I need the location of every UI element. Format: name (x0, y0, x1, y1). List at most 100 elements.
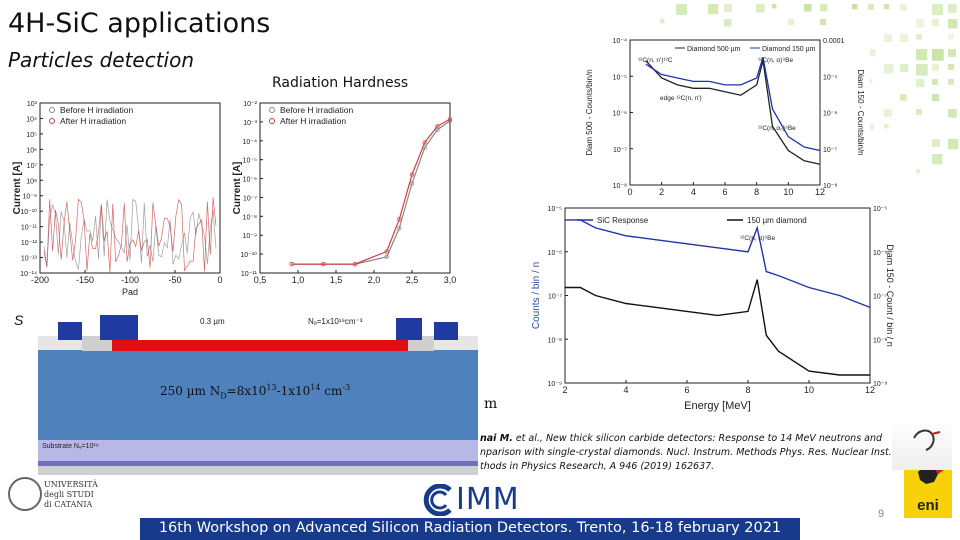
y-tick-label: 10⁻¹⁰ (20, 208, 37, 216)
data-point (447, 116, 453, 122)
legend-label: Before H irradiation (60, 105, 134, 115)
data-point (435, 124, 440, 129)
annotation: ¹²C(n, α)⁹Be (758, 57, 793, 64)
iv-chart-left: -200 -150 -100 -50 0 10³ 10⁴ 10⁵ 10⁶ 10⁷ 10⁸ 10⁻⁹ 10… (12, 101, 223, 297)
data-point (352, 261, 358, 267)
x-tick-label: 6 (684, 385, 689, 395)
device-cross-section: 0.3 µm Nₐ=1x10¹⁹cm⁻³ 250 µm ND=8x1013-1x… (38, 315, 478, 475)
x-axis-label: Pad (122, 287, 138, 297)
x-tick-label: 3,0 (444, 275, 457, 285)
x-tick-label: 12 (815, 187, 825, 197)
x-tick-label: -100 (121, 275, 139, 285)
legend-marker (49, 107, 55, 113)
y-tick-label: 10⁻¹¹ (21, 225, 38, 232)
series-line (43, 197, 217, 273)
x-tick-label: -50 (168, 275, 181, 285)
m-fragment: m (484, 396, 498, 412)
epi-layer-label: 250 µm ND=8x1013-1x1014 cm-3 (160, 383, 351, 401)
footer-bar (140, 518, 800, 540)
data-point (384, 249, 389, 254)
s-fragment: S (14, 312, 24, 328)
data-point (397, 226, 402, 231)
y-tick-label: 10⁻⁶ (548, 250, 562, 257)
y-tick-label: 10⁻⁷ (613, 147, 627, 154)
slide-title: 4H-SiC applications (8, 8, 271, 39)
legend-label: 150 µm diamond (747, 216, 807, 225)
x-tick-label: 1,5 (330, 275, 343, 285)
annotation: ¹²C(n, n')¹²C (638, 57, 673, 64)
y-tick-label: 10⁻⁷ (548, 294, 562, 301)
y-tick-label-right: 10⁻⁵ (823, 74, 837, 81)
y-tick-label: 10⁻¹² (21, 240, 38, 247)
x-tick-label: 2 (659, 187, 664, 197)
legend-label: After H irradiation (60, 116, 126, 126)
x-tick-label: 4 (623, 385, 628, 395)
x-tick-label: 2,5 (406, 275, 419, 285)
footer-text: 16th Workshop on Advanced Silicon Radiat… (158, 520, 782, 536)
x-tick-label: 8 (754, 187, 759, 197)
y-tick-label: 10³ (27, 101, 38, 108)
plot-background (525, 200, 895, 425)
y-tick-label: 10⁻⁸ (613, 183, 627, 190)
substrate-label: Substrate Nₔ=10¹⁹ (42, 443, 99, 450)
data-point (321, 261, 326, 267)
x-tick-label: -150 (76, 275, 94, 285)
plot-frame (39, 102, 221, 274)
y-tick-label-right: 10⁻⁹ (873, 381, 887, 388)
thickness-label: 0.3 µm (200, 317, 225, 326)
x-tick-label: 4 (691, 187, 696, 197)
legend-label: After H irradiation (280, 116, 346, 126)
y-tick-label-right: 10⁻⁷ (873, 294, 887, 301)
legend-marker (269, 107, 275, 113)
data-point (409, 181, 415, 186)
y-tick-label: 10⁻⁵ (548, 206, 562, 213)
series-line (645, 60, 821, 165)
y-tick-label: 10⁻⁶ (613, 111, 627, 118)
y-tick-label: 10⁻⁵ (613, 74, 627, 81)
y-tick-label: 10⁻² (243, 101, 257, 108)
x-tick-label: 1,0 (292, 275, 305, 285)
diamond-spectrum-chart: 0 2 4 6 8 10 12 10⁻⁴ 10⁻⁵ 10⁻⁶ 10⁻⁷ 10⁻⁸ 0.0001 10⁻⁵ 1… (580, 30, 870, 210)
x-tick-label: 10 (783, 187, 793, 197)
legend-label: SiC Response (597, 216, 649, 225)
legend-label: Before H irradiation (280, 105, 354, 115)
imm-logo-text: IMM (456, 482, 520, 517)
slide-subtitle: Particles detection (8, 48, 195, 72)
university-logo-text: UNIVERSITÀ degli STUDI di CATANIA (44, 480, 98, 509)
data-point (384, 254, 389, 260)
eni-logo: eni (904, 462, 952, 518)
y-tick-label: 10⁶ (26, 147, 37, 154)
y-tick-label: 10⁻⁹ (548, 381, 562, 388)
reference-citation: nai M. et al., New thick silicon carbide… (480, 433, 914, 472)
y-tick-label: 10⁻⁵ (243, 158, 257, 165)
y-tick-label: 10⁻¹³ (21, 256, 38, 263)
y-tick-label: 10⁻¹⁰ (240, 251, 257, 259)
annotation: ¹²C(n, α₀)⁹Be (758, 125, 796, 132)
x-tick-label: 6 (722, 187, 727, 197)
y-tick-label: 10⁸ (26, 178, 37, 185)
y-tick-label-right: 10⁻⁶ (823, 111, 837, 118)
y-tick-label-right: 10⁻⁷ (823, 147, 837, 154)
y-tick-label: 10⁻¹⁴ (20, 271, 37, 278)
data-point (422, 140, 427, 145)
data-point (409, 172, 415, 177)
y-tick-label-right: 10⁻⁶ (873, 250, 887, 257)
y-axis-label: Current [A] (12, 162, 23, 215)
x-axis-label: Energy [MeV] (684, 400, 751, 412)
annotation: edge ¹²C(n, n') (660, 95, 702, 102)
data-point (289, 261, 294, 267)
plot-background (580, 30, 870, 210)
y-tick-label: 10⁻⁸ (548, 337, 562, 344)
eni-logo-frame (892, 420, 952, 470)
y-tick-label: 10⁻¹¹ (241, 271, 258, 278)
y-tick-label: 10⁻⁷ (243, 195, 257, 202)
iv-chart-right: 0,5 1,0 1,5 2,0 2,5 3,0 10⁻² 10⁻³ 10⁻⁴ 10⁻⁵ 10⁻⁶ 10… (232, 101, 457, 285)
plot-frame (259, 102, 451, 274)
doping-label: Nₐ=1x10¹⁹cm⁻³ (308, 317, 363, 326)
x-tick-label: 0 (217, 275, 222, 285)
x-tick-label: 12 (865, 385, 875, 395)
y-tick-label: 10⁻³ (243, 120, 257, 127)
data-point (447, 118, 453, 124)
x-tick-label: -200 (31, 275, 49, 285)
y-axis-label: Current [A] (232, 162, 243, 215)
